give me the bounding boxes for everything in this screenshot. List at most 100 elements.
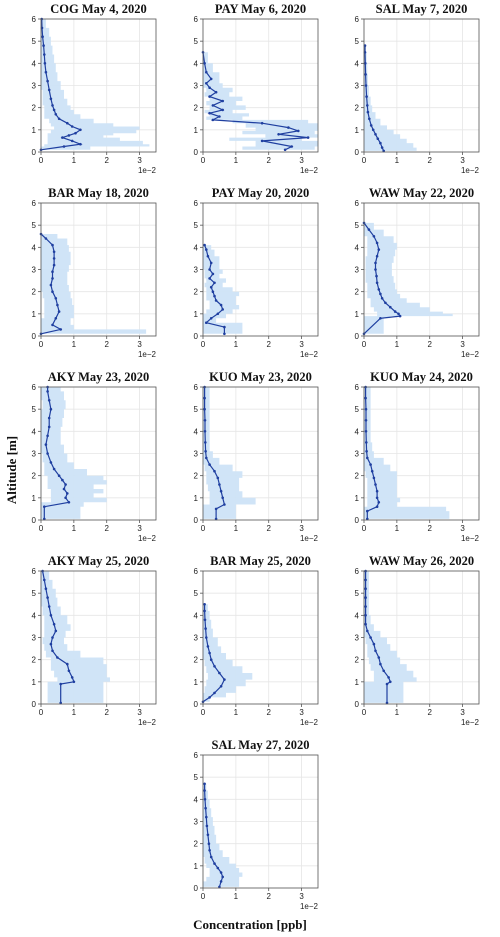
x-tick-label: 0 — [362, 708, 367, 717]
data-point — [260, 139, 264, 143]
y-tick-label: 4 — [194, 59, 199, 68]
y-tick-label: 2 — [32, 288, 37, 297]
y-tick-label: 4 — [355, 427, 360, 436]
y-tick-label: 5 — [32, 589, 37, 598]
data-point — [52, 257, 56, 260]
data-point — [62, 145, 66, 148]
chart-title: PAY May 20, 2020 — [212, 186, 309, 200]
data-point — [216, 866, 220, 870]
y-tick-label: 3 — [32, 450, 37, 459]
data-point — [51, 243, 54, 247]
x-tick-label: 2 — [104, 524, 109, 533]
y-tick-label: 6 — [194, 567, 199, 576]
data-point — [221, 308, 224, 311]
data-point — [382, 669, 386, 673]
y-tick-label: 6 — [355, 199, 360, 208]
data-point — [213, 469, 216, 473]
y-tick-label: 4 — [194, 243, 199, 252]
x-tick-label: 1 — [234, 708, 239, 717]
data-point — [205, 815, 208, 819]
y-tick-label: 1 — [355, 126, 360, 135]
y-tick-label: 4 — [355, 611, 360, 620]
y-tick-label: 2 — [355, 104, 360, 113]
x-tick-label: 1 — [72, 708, 77, 717]
data-point — [213, 665, 216, 668]
y-tick-label: 1 — [32, 678, 37, 687]
data-point — [287, 126, 290, 129]
data-point — [214, 90, 218, 94]
data-point — [223, 332, 226, 336]
chart-title: KUO May 23, 2020 — [209, 370, 312, 384]
data-point — [49, 407, 53, 411]
y-tick-label: 0 — [194, 700, 199, 709]
data-point — [208, 277, 211, 280]
data-point — [218, 885, 221, 889]
chart-panel: 0 1 2 3 0 1 2 3 4 5 6 1e−2 SAL May 27, 2020 — [194, 738, 319, 911]
chart-panel: 0 1 2 3 0 1 2 3 4 5 6 1e−2 PAY May 6, 2020 — [194, 2, 319, 175]
data-point — [379, 141, 382, 145]
data-point — [54, 113, 58, 116]
data-point — [54, 629, 58, 633]
y-tick-label: 0 — [194, 516, 199, 525]
x-tick-label: 0 — [201, 156, 206, 165]
data-point — [370, 469, 374, 473]
data-point — [64, 496, 67, 500]
y-tick-label: 3 — [32, 266, 37, 275]
data-point — [44, 237, 48, 240]
x-tick-label: 2 — [427, 156, 432, 165]
data-point — [375, 254, 379, 258]
y-tick-label: 2 — [355, 288, 360, 297]
data-point — [365, 450, 368, 453]
x-tick-label: 0 — [201, 892, 206, 901]
data-point — [49, 97, 53, 101]
data-point — [389, 680, 392, 684]
data-point — [385, 682, 389, 686]
data-point — [375, 241, 379, 245]
data-point — [54, 317, 58, 320]
x-tick-label: 3 — [460, 156, 465, 165]
data-point — [61, 136, 64, 139]
data-point — [61, 478, 64, 482]
data-point — [374, 261, 377, 265]
data-point — [366, 110, 370, 114]
x-tick-label: 1 — [72, 524, 77, 533]
chart-title: AKY May 23, 2020 — [48, 370, 150, 384]
uncertainty-band — [203, 245, 243, 334]
x-offset-label: 1e−2 — [138, 350, 157, 359]
data-point — [376, 137, 380, 140]
chart-panel: 0 1 2 3 0 1 2 3 4 5 6 1e−2 BAR May 25, 2020 — [194, 554, 319, 727]
data-point — [219, 685, 223, 688]
data-point — [218, 671, 221, 675]
x-offset-label: 1e−2 — [461, 166, 480, 175]
data-point — [213, 691, 216, 695]
y-tick-label: 6 — [194, 15, 199, 24]
data-point — [79, 128, 82, 132]
data-point — [364, 419, 368, 422]
y-tick-label: 4 — [194, 611, 199, 620]
data-point — [64, 483, 67, 486]
y-tick-label: 1 — [32, 494, 37, 503]
y-tick-label: 1 — [194, 494, 199, 503]
data-point — [219, 880, 223, 883]
chart-panel: 0 1 2 3 0 1 2 3 4 5 6 1e−2 KUO May 24, 2020 — [355, 370, 480, 543]
data-point — [387, 676, 390, 679]
y-tick-label: 1 — [32, 126, 37, 135]
data-point — [375, 505, 379, 509]
data-point — [57, 310, 61, 313]
x-tick-label: 2 — [104, 340, 109, 349]
data-point — [52, 250, 56, 254]
y-tick-label: 5 — [194, 405, 199, 414]
x-tick-label: 0 — [201, 340, 206, 349]
data-point — [297, 129, 300, 133]
y-tick-label: 3 — [194, 634, 199, 643]
y-tick-label: 6 — [355, 383, 360, 392]
data-point — [369, 636, 372, 639]
data-point — [43, 505, 46, 509]
data-point — [211, 118, 215, 122]
data-point — [379, 292, 382, 296]
data-point — [51, 290, 54, 294]
y-tick-label: 4 — [32, 59, 37, 68]
data-point — [379, 662, 382, 666]
chart-panel: 0 1 2 3 0 1 2 3 4 5 6 1e−2 PAY May 20, 2020 — [194, 186, 319, 359]
data-point — [366, 104, 369, 107]
